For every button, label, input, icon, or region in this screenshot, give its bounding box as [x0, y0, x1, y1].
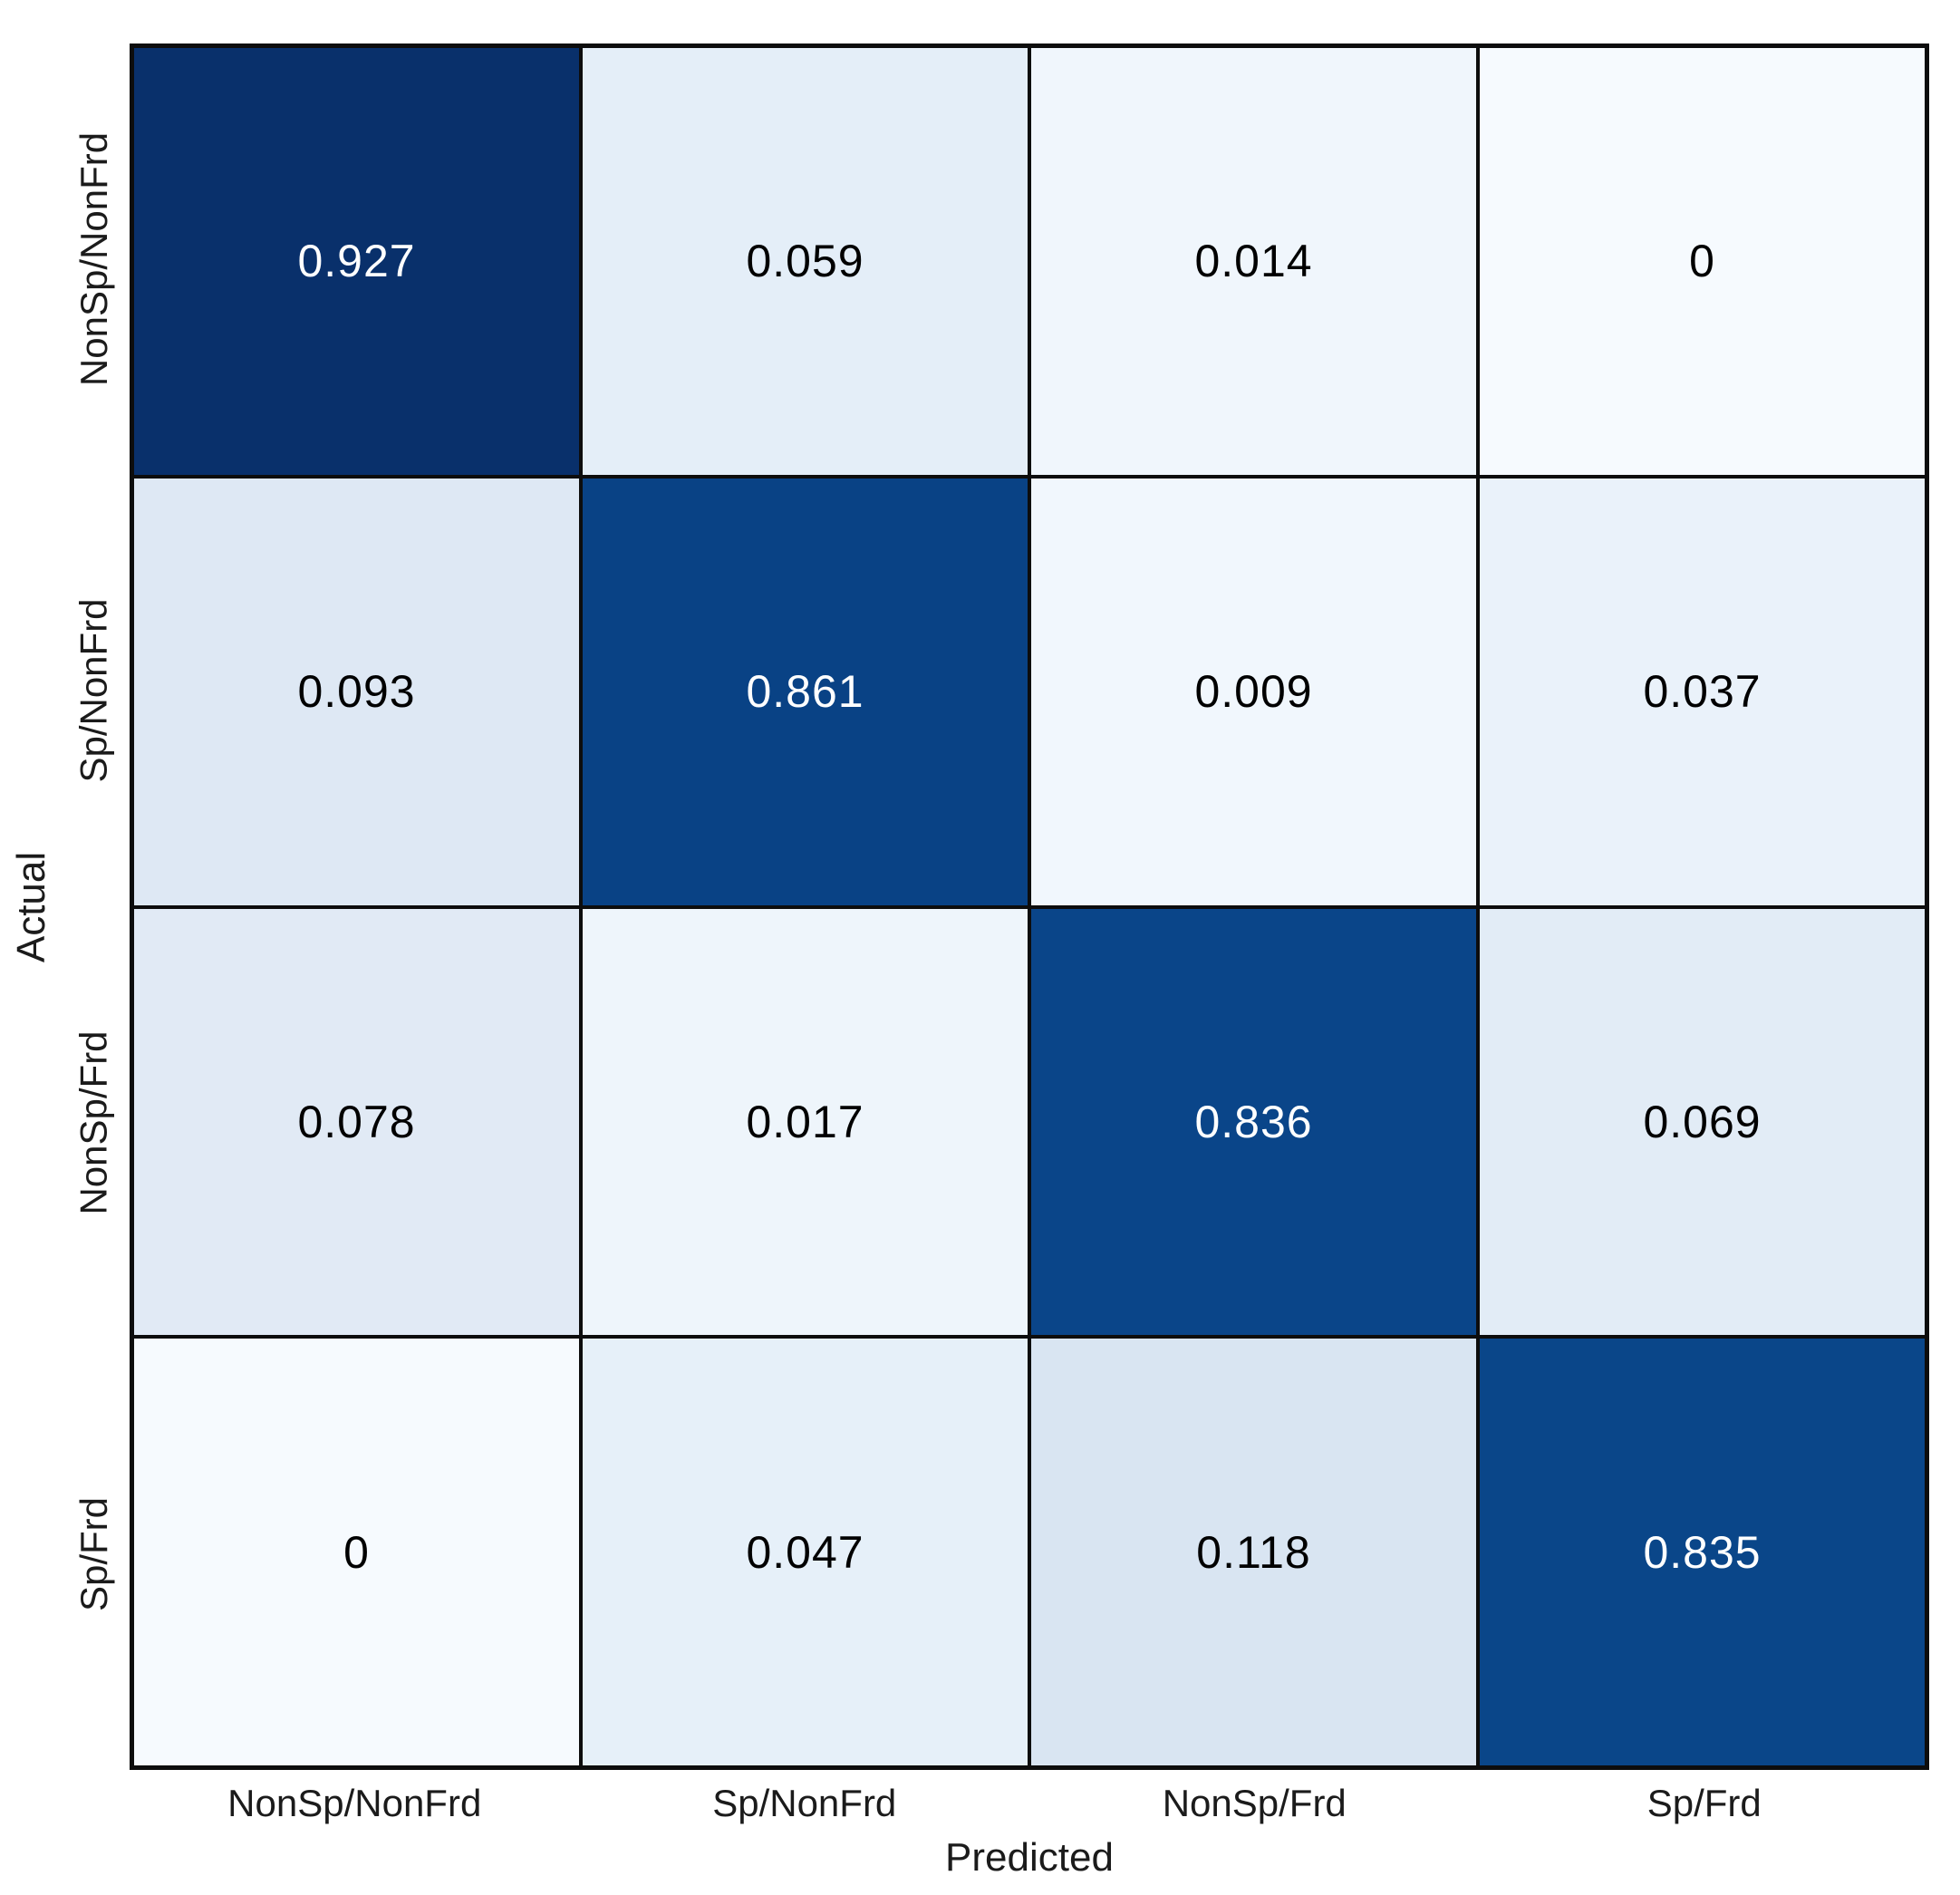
matrix-cell-r2c1: 0.017	[583, 908, 1028, 1336]
matrix-cell-r3c1: 0.047	[583, 1339, 1028, 1765]
matrix-cell-r2c2: 0.836	[1031, 908, 1476, 1336]
matrix-cell-r0c2: 0.014	[1031, 48, 1476, 475]
y-tick-label-3: Sp/Frd	[72, 1496, 116, 1611]
x-axis-tick-labels: NonSp/NonFrd Sp/NonFrd NonSp/Frd Sp/Frd	[130, 1778, 1929, 1829]
matrix-cell-r3c3: 0.835	[1480, 1339, 1925, 1765]
matrix-cell-r1c0: 0.093	[134, 478, 579, 905]
matrix-cell-r1c1: 0.861	[583, 478, 1028, 905]
x-tick-label-0: NonSp/NonFrd	[227, 1782, 482, 1824]
y-tick-slot-2: NonSp/Frd	[58, 907, 130, 1339]
x-tick-slot-1: Sp/NonFrd	[580, 1778, 1030, 1829]
matrix-cell-r3c0: 0	[134, 1339, 579, 1765]
matrix-cell-r0c0: 0.927	[134, 48, 579, 475]
y-tick-label-2: NonSp/Frd	[72, 1030, 115, 1215]
matrix-cell-r0c3: 0	[1480, 48, 1925, 475]
x-tick-label-1: Sp/NonFrd	[712, 1782, 897, 1824]
y-tick-label-0: NonSp/NonFrd	[72, 132, 116, 387]
y-axis-title: Actual	[9, 851, 54, 962]
y-axis-title-wrap: Actual	[0, 44, 63, 1770]
x-tick-slot-0: NonSp/NonFrd	[130, 1778, 580, 1829]
x-tick-slot-2: NonSp/Frd	[1029, 1778, 1480, 1829]
x-axis-title-wrap: Predicted	[130, 1832, 1929, 1883]
y-tick-label-1: Sp/NonFrd	[72, 598, 115, 783]
x-axis-title: Predicted	[945, 1835, 1114, 1880]
heatmap-grid: 0.927 0.059 0.014 0 0.093 0.861 0.009 0.037 0.07…	[130, 44, 1929, 1770]
x-tick-slot-3: Sp/Frd	[1480, 1778, 1930, 1829]
matrix-cell-r1c3: 0.037	[1480, 478, 1925, 905]
y-tick-slot-0: NonSp/NonFrd	[58, 44, 130, 475]
matrix-cell-r0c1: 0.059	[583, 48, 1028, 475]
matrix-cell-r2c3: 0.069	[1480, 908, 1925, 1336]
matrix-cell-r1c2: 0.009	[1031, 478, 1476, 905]
y-axis-tick-labels: NonSp/NonFrd Sp/NonFrd NonSp/Frd Sp/Frd	[58, 44, 130, 1770]
x-tick-label-3: Sp/Frd	[1646, 1782, 1762, 1824]
matrix-cell-r3c2: 0.118	[1031, 1339, 1476, 1765]
x-tick-label-2: NonSp/Frd	[1162, 1782, 1347, 1824]
matrix-cell-r2c0: 0.078	[134, 908, 579, 1336]
y-tick-slot-3: Sp/Frd	[58, 1339, 130, 1770]
y-tick-slot-1: Sp/NonFrd	[58, 475, 130, 906]
